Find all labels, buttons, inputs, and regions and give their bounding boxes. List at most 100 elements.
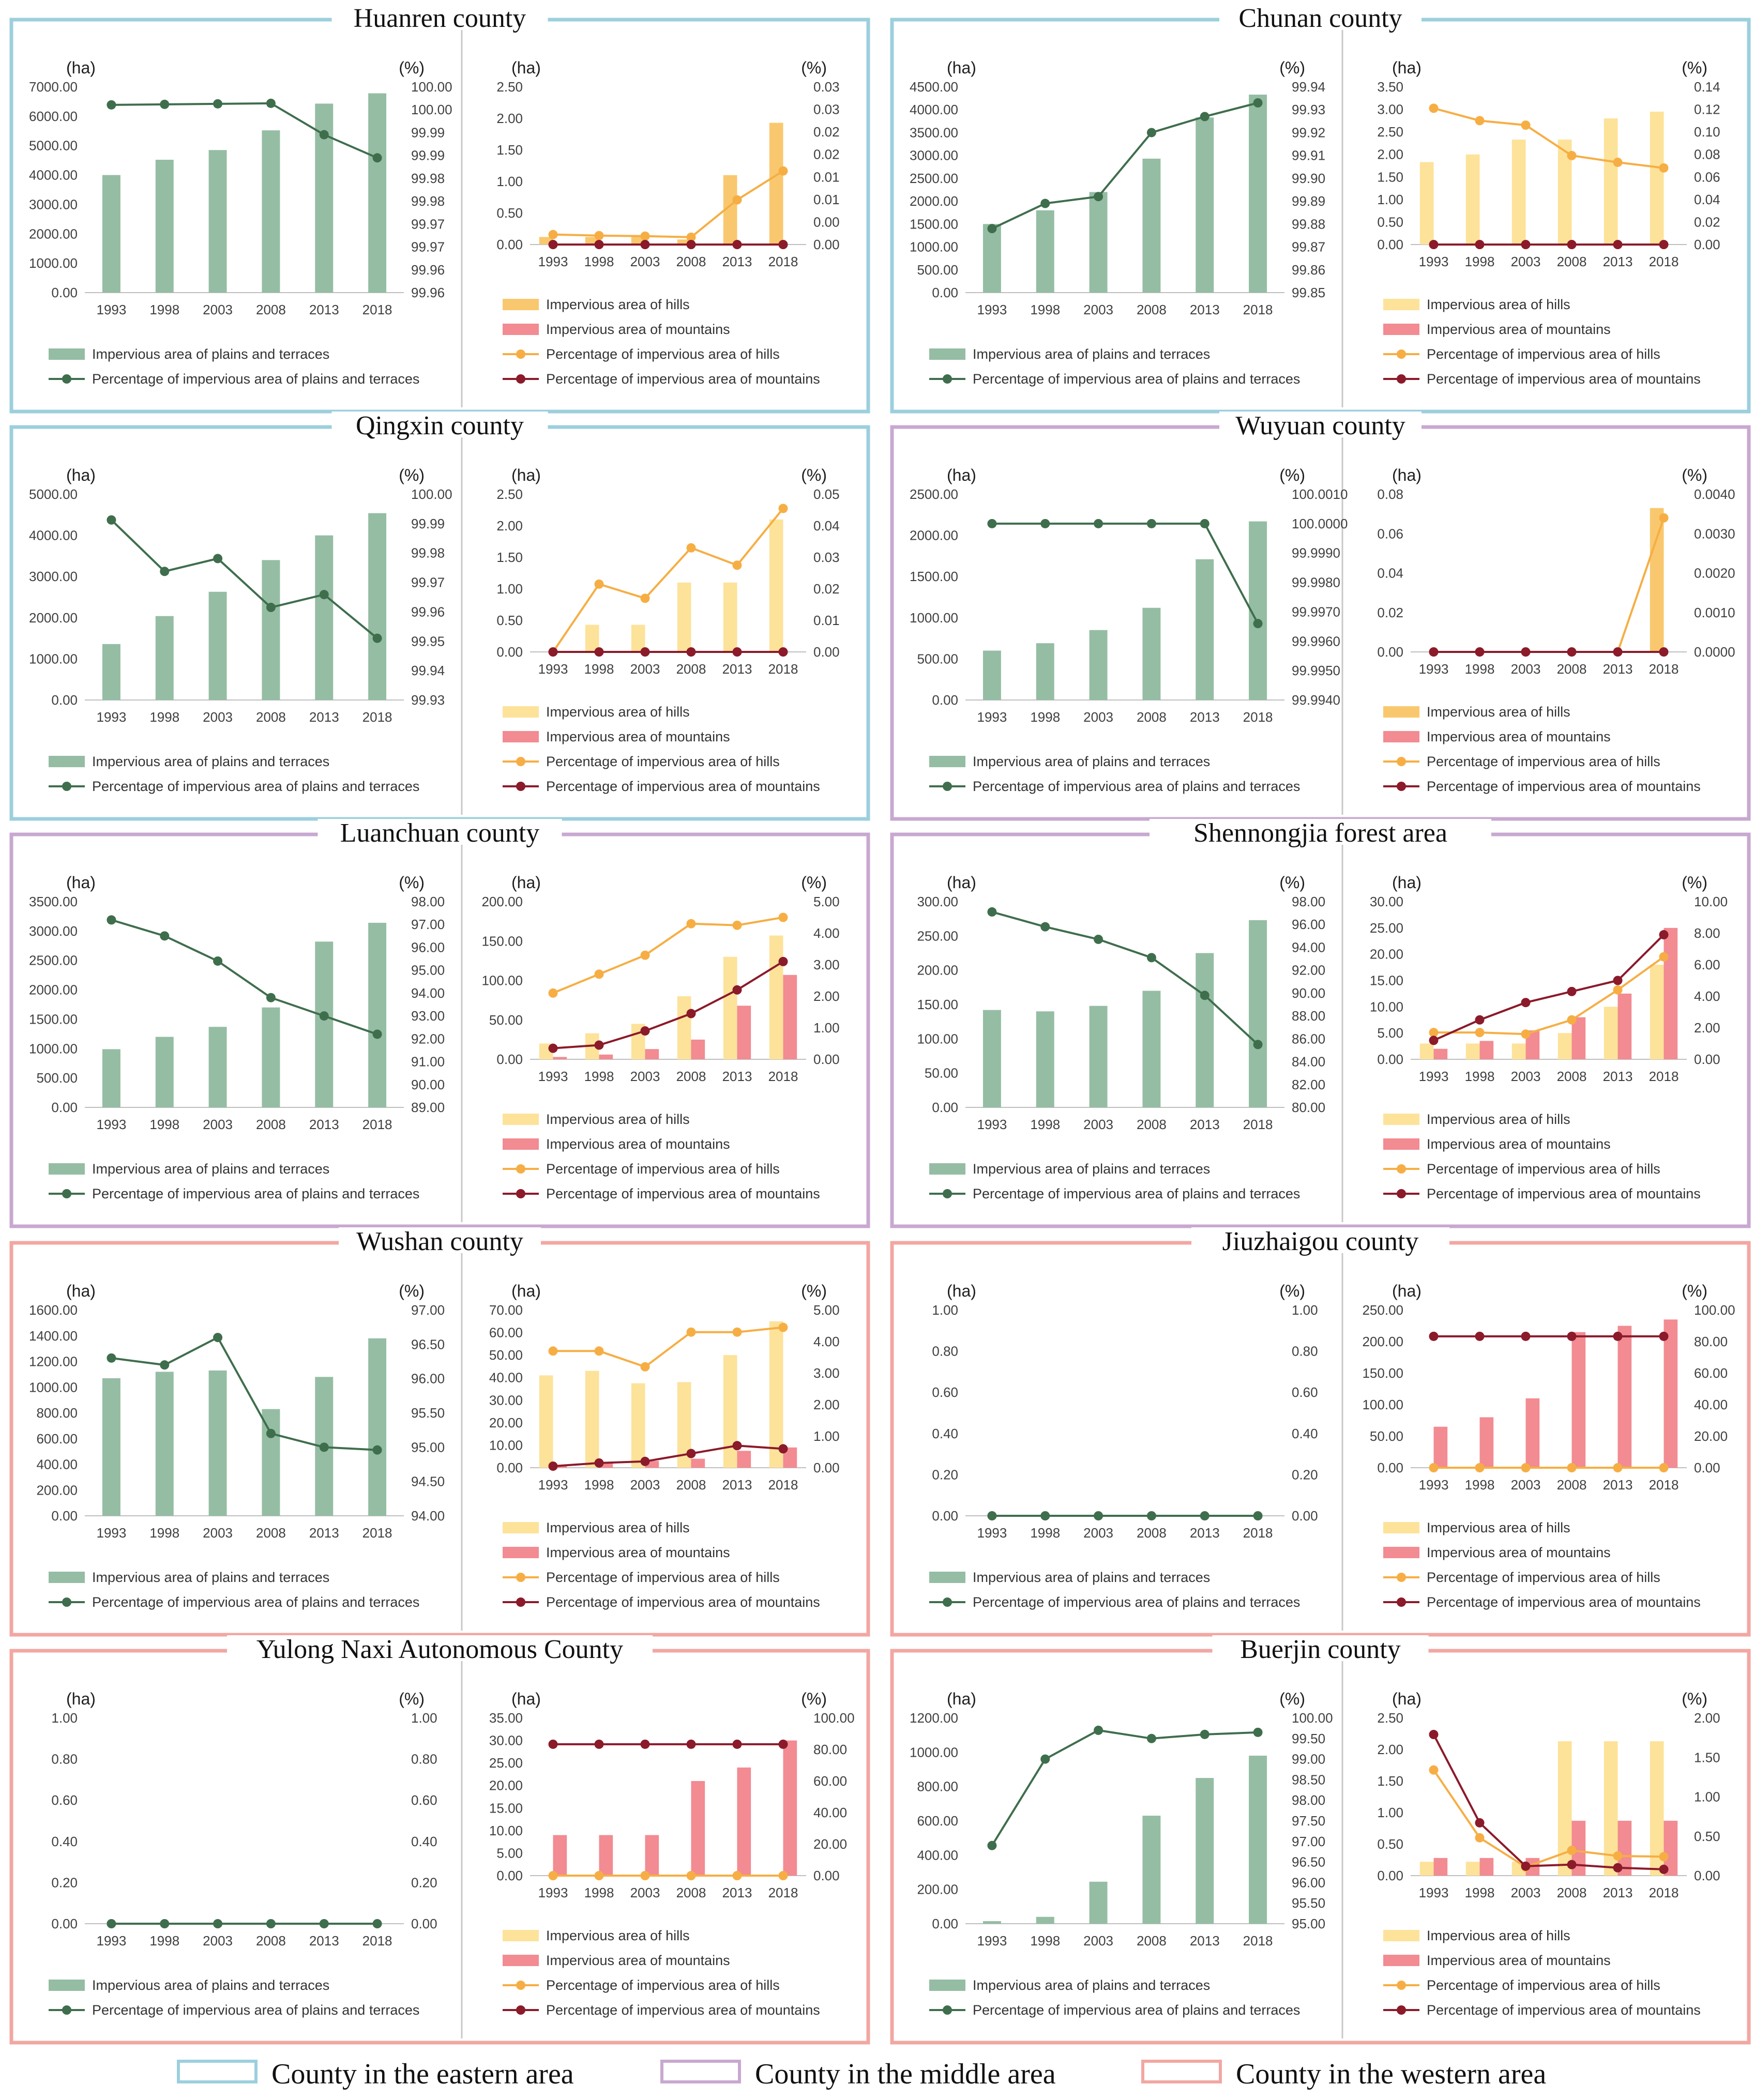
plains-y-tick: 1000.00 — [910, 610, 958, 626]
plains-y2-tick: 99.97 — [411, 216, 445, 232]
hill-mountain-x-tick: 1998 — [1465, 1477, 1495, 1493]
plains-y-unit: (ha) — [947, 466, 976, 484]
plains-y2-tick: 95.50 — [411, 1405, 445, 1421]
legend-hills-line-marker — [1397, 1164, 1406, 1174]
panel-title: Wushan county — [356, 1227, 523, 1256]
plains-x-tick: 1993 — [977, 302, 1007, 317]
hill-mountain-point-mountains — [1475, 647, 1485, 657]
plains-y-tick: 1.00 — [51, 1710, 78, 1726]
plains-point-plains — [987, 1511, 997, 1520]
hill-mountain-line-hills — [1432, 1769, 1664, 1868]
legend-hills-line-marker — [1397, 349, 1406, 359]
plains-y2-unit: (%) — [1279, 466, 1305, 484]
hill-mountain-bar-hills — [1650, 508, 1664, 652]
hill-mountain-point-hills — [1659, 513, 1669, 523]
legend-hills-line-label: Percentage of impervious area of hills — [546, 346, 780, 362]
hill-mountain-point-mountains — [732, 985, 742, 995]
hill-mountain-y-tick: 0.00 — [496, 1052, 523, 1067]
plains-x-tick: 1993 — [96, 1525, 126, 1541]
hill-mountain-bar-mountains — [737, 1451, 751, 1468]
hill-mountain-bar-mountains — [1479, 1417, 1494, 1468]
plains-y-tick: 1000.00 — [29, 651, 78, 666]
plains-x-tick: 2008 — [256, 1117, 286, 1132]
hill-mountain-point-mountains — [640, 1739, 650, 1749]
hill-mountain-x-tick: 2003 — [1511, 1069, 1541, 1084]
hill-mountain-y-unit: (ha) — [511, 873, 541, 892]
hill-mountain-y-tick: 0.50 — [1377, 214, 1403, 230]
plains-y2-tick: 99.88 — [1292, 216, 1325, 232]
hill-mountain-y2-tick: 3.00 — [813, 957, 840, 972]
plains-y-tick: 500.00 — [917, 262, 958, 278]
hill-mountain-bar-hills — [677, 239, 691, 245]
plains-bar-plains — [208, 591, 227, 700]
legend-plains-bar-label: Impervious area of plains and terraces — [92, 1570, 329, 1585]
legend-plains-bar-label: Impervious area of plains and terraces — [973, 754, 1210, 769]
hill-mountain-point-mountains — [1429, 1331, 1439, 1341]
hill-mountain-bar-hills — [769, 1321, 783, 1468]
hill-mountain-y-tick: 200.00 — [1362, 1334, 1403, 1349]
plains-x-tick: 1993 — [96, 1117, 126, 1132]
panel-title-bg — [227, 1635, 653, 1664]
plains-bar-plains — [208, 150, 227, 293]
hill-mountain-point-mountains — [1475, 1331, 1485, 1341]
hill-mountain-x-tick: 2018 — [768, 1477, 798, 1493]
plains-y-tick: 2000.00 — [29, 226, 78, 241]
plains-y-tick: 0.00 — [51, 285, 78, 300]
hill-mountain-bar-hills — [723, 956, 737, 1059]
legend-plains-line-label: Percentage of impervious area of plains … — [92, 779, 419, 794]
plains-y2-tick: 99.9940 — [1292, 692, 1340, 708]
legend-plains-line-label: Percentage of impervious area of plains … — [973, 2002, 1300, 2018]
plains-point-plains — [987, 519, 997, 528]
plains-y2-unit: (%) — [399, 58, 425, 77]
county-panel: Qingxin county (ha) (%) 0.00 1000.00 2000.00 3… — [9, 411, 870, 821]
hill-mountain-y-tick: 0.08 — [1377, 486, 1403, 502]
hill-mountain-bar-mountains — [553, 1835, 567, 1876]
hill-mountain-y-tick: 0.00 — [1377, 1460, 1403, 1475]
plains-bar-plains — [155, 1372, 174, 1516]
plains-point-plains — [372, 1029, 382, 1039]
plains-y-tick: 0.40 — [932, 1426, 958, 1441]
plains-point-plains — [266, 98, 276, 108]
hill-mountain-point-hills — [1567, 1846, 1577, 1855]
plains-y2-unit: (%) — [399, 466, 425, 484]
plains-y2-tick: 95.00 — [1292, 1916, 1325, 1931]
plains-x-tick: 2013 — [1190, 709, 1220, 725]
legend-mountains-bar-swatch — [503, 324, 539, 335]
plains-y-tick: 2000.00 — [29, 610, 78, 626]
hill-mountain-y-tick: 10.00 — [489, 1437, 523, 1453]
legend-hills-line-label: Percentage of impervious area of hills — [1427, 754, 1660, 769]
plains-x-tick: 2018 — [362, 1525, 392, 1541]
hill-mountain-point-mountains — [1429, 1730, 1439, 1740]
hill-mountain-point-hills — [548, 1346, 558, 1356]
hill-mountain-point-mountains — [640, 240, 650, 249]
plains-point-plains — [1094, 192, 1103, 202]
plains-y2-tick: 100.00 — [411, 79, 452, 95]
plains-bar-plains — [1196, 1778, 1214, 1924]
hill-mountain-y-tick: 10.00 — [1370, 999, 1403, 1014]
legend-hills-line-marker — [516, 1164, 525, 1174]
hill-mountain-point-hills — [594, 969, 604, 979]
plains-x-tick: 2003 — [203, 1933, 233, 1949]
hill-mountain-point-mountains — [686, 1009, 696, 1018]
hill-mountain-y-unit: (ha) — [1392, 1282, 1422, 1300]
legend-mountains-line-marker — [516, 2005, 525, 2015]
hill-mountain-y2-tick: 0.00 — [1694, 1052, 1720, 1067]
hill-mountain-x-tick: 2018 — [1649, 1477, 1679, 1493]
plains-y2-tick: 0.00 — [411, 1916, 437, 1931]
plains-y-tick: 1500.00 — [910, 216, 958, 232]
hill-mountain-point-mountains — [1521, 647, 1531, 657]
plains-x-tick: 2018 — [362, 1933, 392, 1949]
hill-mountain-y-unit: (ha) — [1392, 466, 1422, 484]
plains-x-tick: 2013 — [309, 1117, 339, 1132]
plains-point-plains — [319, 1442, 329, 1452]
plains-y2-tick: 99.89 — [1292, 193, 1325, 209]
plains-y-tick: 0.40 — [51, 1834, 78, 1849]
hill-mountain-bar-hills — [677, 996, 691, 1059]
plains-y2-tick: 99.91 — [1292, 148, 1325, 163]
panel-title: Buerjin county — [1240, 1635, 1401, 1664]
hill-mountain-point-hills — [548, 230, 558, 239]
plains-point-plains — [213, 99, 223, 109]
hill-mountain-x-tick: 1993 — [538, 1069, 568, 1084]
hill-mountain-y2-tick: 0.00 — [813, 237, 840, 252]
hill-mountain-x-tick: 2013 — [1603, 661, 1633, 677]
